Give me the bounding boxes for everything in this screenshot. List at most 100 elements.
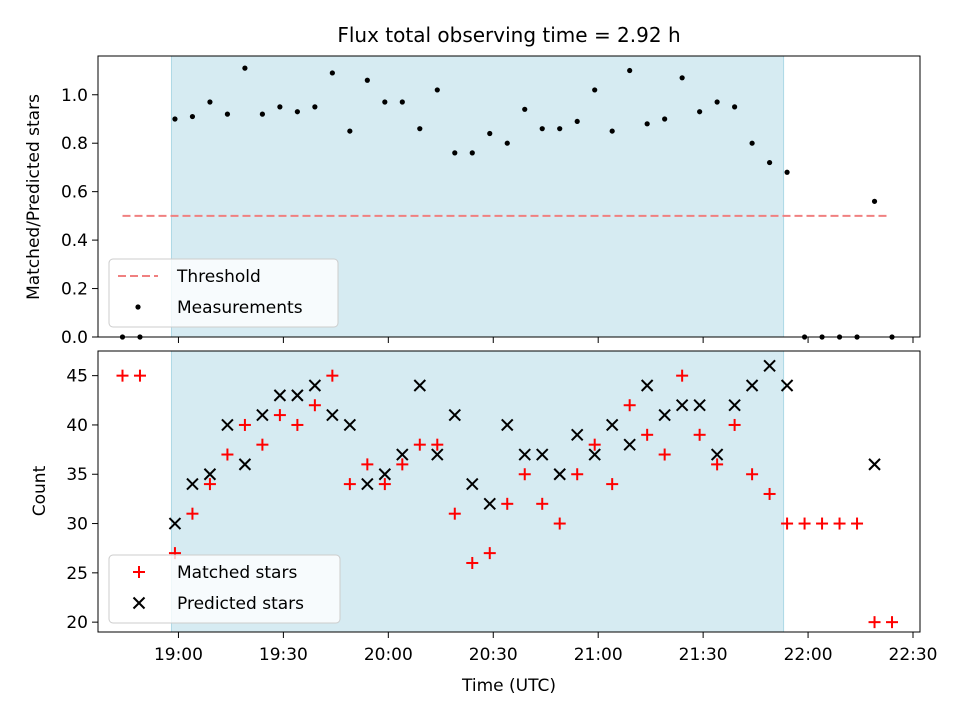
matched-star-point <box>186 507 199 520</box>
x-tick-label: 20:00 <box>364 645 413 665</box>
bottom-panel: 20 25 30 35 40 45 19:00 19:30 20:00 20:30 21:00 21… <box>30 350 938 696</box>
predicted-star-point <box>693 399 706 412</box>
y-tick-label: 25 <box>66 564 88 584</box>
measurement-point <box>697 109 703 115</box>
matched-star-point <box>291 418 304 431</box>
predicted-star-point <box>536 448 549 461</box>
x-tick-label: 22:30 <box>889 645 938 665</box>
measurement-point <box>207 99 213 105</box>
matched-star-point <box>326 369 339 382</box>
predicted-star-point <box>221 418 234 432</box>
predicted-star-point <box>623 438 636 451</box>
legend-predicted-swatch <box>132 596 146 610</box>
y-tick-label: 0.8 <box>61 134 88 154</box>
legend-plus-marker <box>133 566 145 578</box>
predicted-star-point <box>780 379 794 392</box>
measurement-point <box>469 150 475 156</box>
measurement-point <box>277 104 283 110</box>
y-tick-label: 0.2 <box>61 280 88 300</box>
measurement-point <box>609 128 615 134</box>
measurement-point <box>434 87 440 93</box>
measurement-point <box>347 128 353 134</box>
legend-measurements-label: Measurements <box>177 298 303 318</box>
bottom-plot-frame <box>97 350 921 633</box>
top-plot-frame <box>97 55 921 338</box>
predicted-star-point <box>396 448 409 461</box>
bottom-legend-box <box>108 554 341 624</box>
top-chart-title: Flux total observing time = 2.92 h <box>337 23 680 47</box>
predicted-star-point <box>675 399 689 412</box>
measurement-point <box>452 150 458 156</box>
matched-star-point <box>536 497 549 510</box>
measurement-point <box>382 99 388 105</box>
matched-star-point <box>378 478 391 491</box>
matched-star-point <box>203 478 216 491</box>
matched-star-point <box>816 517 829 530</box>
top-legend: Threshold Measurements <box>108 258 339 328</box>
predicted-star-point <box>273 389 287 402</box>
matched-star-point <box>221 448 234 461</box>
top-y-axis-label: Matched/Predicted stars <box>24 94 44 300</box>
measurement-point <box>294 109 300 115</box>
x-tick-label: 21:00 <box>574 645 623 665</box>
matched-star-point <box>116 369 129 382</box>
x-axis-label: Time (UTC) <box>461 676 556 696</box>
predicted-star-point <box>291 389 304 402</box>
predicted-star-point <box>605 418 619 432</box>
x-tick-label: 20:30 <box>469 645 518 665</box>
matched-star-point <box>711 458 724 471</box>
y-tick-label: 40 <box>66 416 88 436</box>
predicted-star-point <box>308 379 322 392</box>
measurement-point <box>312 104 318 110</box>
measurement-point <box>364 77 370 83</box>
matched-star-point <box>448 507 461 520</box>
y-tick-label: 30 <box>66 515 88 535</box>
matched-star-point <box>343 478 356 491</box>
x-tick-label: 19:30 <box>259 645 308 665</box>
measurement-point <box>522 106 528 112</box>
matched-star-point <box>308 399 321 412</box>
y-tick-label: 45 <box>66 367 88 387</box>
matched-star-point <box>868 616 881 629</box>
matched-star-point <box>641 428 654 441</box>
measurement-point <box>627 67 633 74</box>
matched-star-point <box>798 517 811 530</box>
predicted-star-point <box>763 359 776 372</box>
predicted-star-point <box>483 497 496 511</box>
predicted-star-point <box>203 468 217 481</box>
matched-star-point <box>588 438 601 451</box>
measurement-point <box>871 198 878 204</box>
measurement-point <box>679 75 685 81</box>
legend-threshold-label: Threshold <box>176 267 261 287</box>
measurement-point <box>732 104 738 110</box>
legend-predicted-label: Predicted stars <box>177 594 304 614</box>
matched-star-point <box>518 468 531 481</box>
predicted-star-point <box>518 448 531 461</box>
matched-star-point <box>746 468 759 481</box>
measurement-point <box>329 70 335 76</box>
matched-star-point <box>238 418 251 431</box>
y-tick-label: 0.6 <box>61 183 88 203</box>
predicted-star-point <box>553 468 566 481</box>
matched-star-point <box>396 458 409 471</box>
measurement-point <box>539 126 545 132</box>
matched-star-point <box>693 428 706 441</box>
legend-measurements-swatch <box>135 304 141 310</box>
measurement-point <box>417 126 423 132</box>
matched-star-point <box>273 409 286 422</box>
matched-star-point <box>676 369 689 382</box>
predicted-star-point <box>501 418 514 432</box>
matched-star-point <box>658 448 671 461</box>
predicted-star-point <box>868 458 881 471</box>
measurement-point <box>242 65 248 71</box>
legend-matched-swatch <box>133 566 145 578</box>
predicted-star-point <box>431 448 444 461</box>
matched-star-point <box>431 438 444 451</box>
predicted-star-point <box>168 517 182 530</box>
predicted-star-point <box>238 458 252 471</box>
matched-star-point <box>466 556 479 569</box>
bottom-y-axis-label: Count <box>30 465 50 516</box>
matched-star-point <box>728 418 741 431</box>
measurement-point <box>189 113 196 120</box>
